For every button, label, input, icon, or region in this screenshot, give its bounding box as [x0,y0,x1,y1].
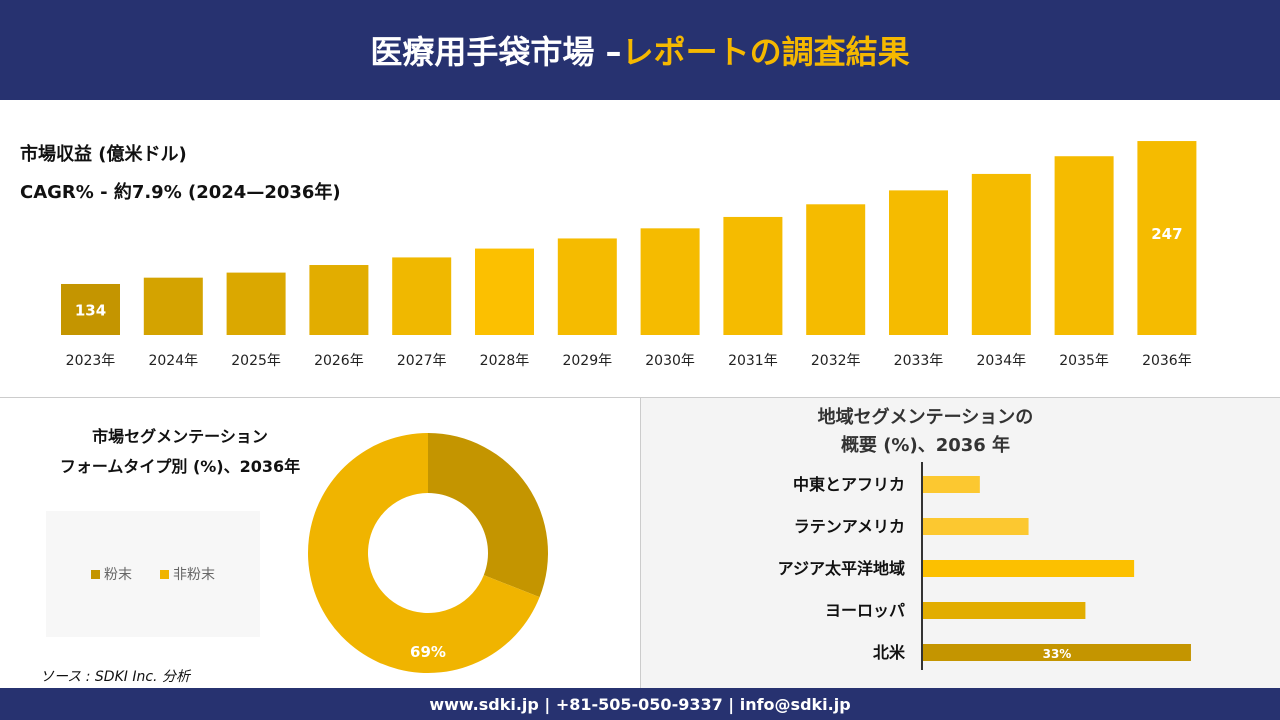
title-main: 医療用手袋市場 – [370,33,622,71]
bar-2032年 [806,204,866,335]
legend-item-nonpowder: 非粉末 [160,564,215,584]
x-tick-label: 2025年 [231,353,281,369]
bar-2030年 [640,228,700,335]
region-panel: 中東とアフリカ ラテンアメリカアジア太平洋地域ヨーロッパ北米 33% 地域セグメンテ… [640,398,1280,688]
source-note: ソース : SDKI Inc. 分析 [40,669,190,685]
bar-2036年 [1137,141,1197,335]
y-tick-label: ヨーロッパ [825,601,905,620]
revenue-title: 市場収益 (億米ドル) [20,144,187,165]
bar-2035年 [1054,156,1114,335]
x-tick-label: 2036年 [1142,353,1192,369]
x-tick-label: 2029年 [562,353,612,369]
legend-swatch [160,569,169,579]
bar-2031年 [723,216,783,335]
x-tick-label: 2027年 [397,353,447,369]
cagr-text: CAGR% - 約7.9% (2024—2036年) [20,182,341,203]
y-tick-label: アジア太平洋地域 [778,559,905,578]
y-tick-label: 中東とアフリカ [793,475,905,494]
region-title-line1: 地域セグメンテーションの [817,407,1034,428]
x-tick-label: 2030年 [645,353,695,369]
legend-swatch [91,569,100,579]
x-tick-label: 2024年 [148,353,198,369]
bar-ヨーロッパ [923,602,1086,619]
bar-2024年 [143,277,203,335]
x-tick-label: 2028年 [480,353,530,369]
x-tick-label: 2034年 [976,353,1026,369]
bar-2026年 [309,265,369,335]
x-tick-label: 2023年 [66,353,116,369]
data-label: 134 [75,301,106,319]
data-label: 247 [1151,225,1182,243]
segment-title-line2: フォームタイプ別 (%)、2036年 [59,457,301,476]
bar-北米 [923,644,1191,661]
data-label: 69% [410,643,446,661]
x-tick-label: 2026年 [314,353,364,369]
bar-アジア太平洋地域 [923,560,1135,577]
y-tick-label: 北米 [873,643,906,662]
form-type-donut-chart: 69% [308,433,548,673]
region-title: 地域セグメンテーションの 概要 (%)、2036 年 [641,404,1280,460]
title-accent: レポートの調査結果 [621,33,910,71]
x-tick-label: 2033年 [894,353,944,369]
bar-2029年 [557,238,617,335]
bar-中東とアフリカ [923,476,980,493]
y-tick-label: ラテンアメリカ [794,517,905,536]
data-label: 33% [1043,647,1072,661]
bar-2025年 [226,272,286,335]
bar-2034年 [971,173,1031,335]
legend-label: 粉末 [104,567,132,583]
bar-2023年 [61,283,120,335]
footer-contact: www.sdki.jp | +81-505-050-9337 | info@sd… [0,688,1280,720]
x-tick-label: 2035年 [1059,353,1109,369]
revenue-bar-chart: 2023年 134 2024年 2025年 2026年 2027年 2028年 2029年 20… [61,141,1197,369]
donut-slice-非粉末 [308,433,540,673]
donut-legend: 粉末 非粉末 [46,511,260,637]
donut-slice-粉末 [428,433,548,598]
bar-2033年 [889,190,948,335]
bar-2027年 [392,257,452,335]
bar-ラテンアメリカ [923,518,1029,535]
legend-item-powder: 粉末 [91,564,132,584]
segment-title: 市場セグメンテーション フォームタイプ別 (%)、2036年 [20,422,340,482]
x-tick-label: 2031年 [728,353,778,369]
header-banner: 医療用手袋市場 – レポートの調査結果 [0,0,1280,100]
bar-2028年 [475,248,534,335]
segment-title-line1: 市場セグメンテーション [92,427,268,446]
divider [0,397,1280,398]
region-title-line2: 概要 (%)、2036 年 [840,435,1011,456]
legend-label: 非粉末 [173,567,215,583]
x-tick-label: 2032年 [811,353,861,369]
